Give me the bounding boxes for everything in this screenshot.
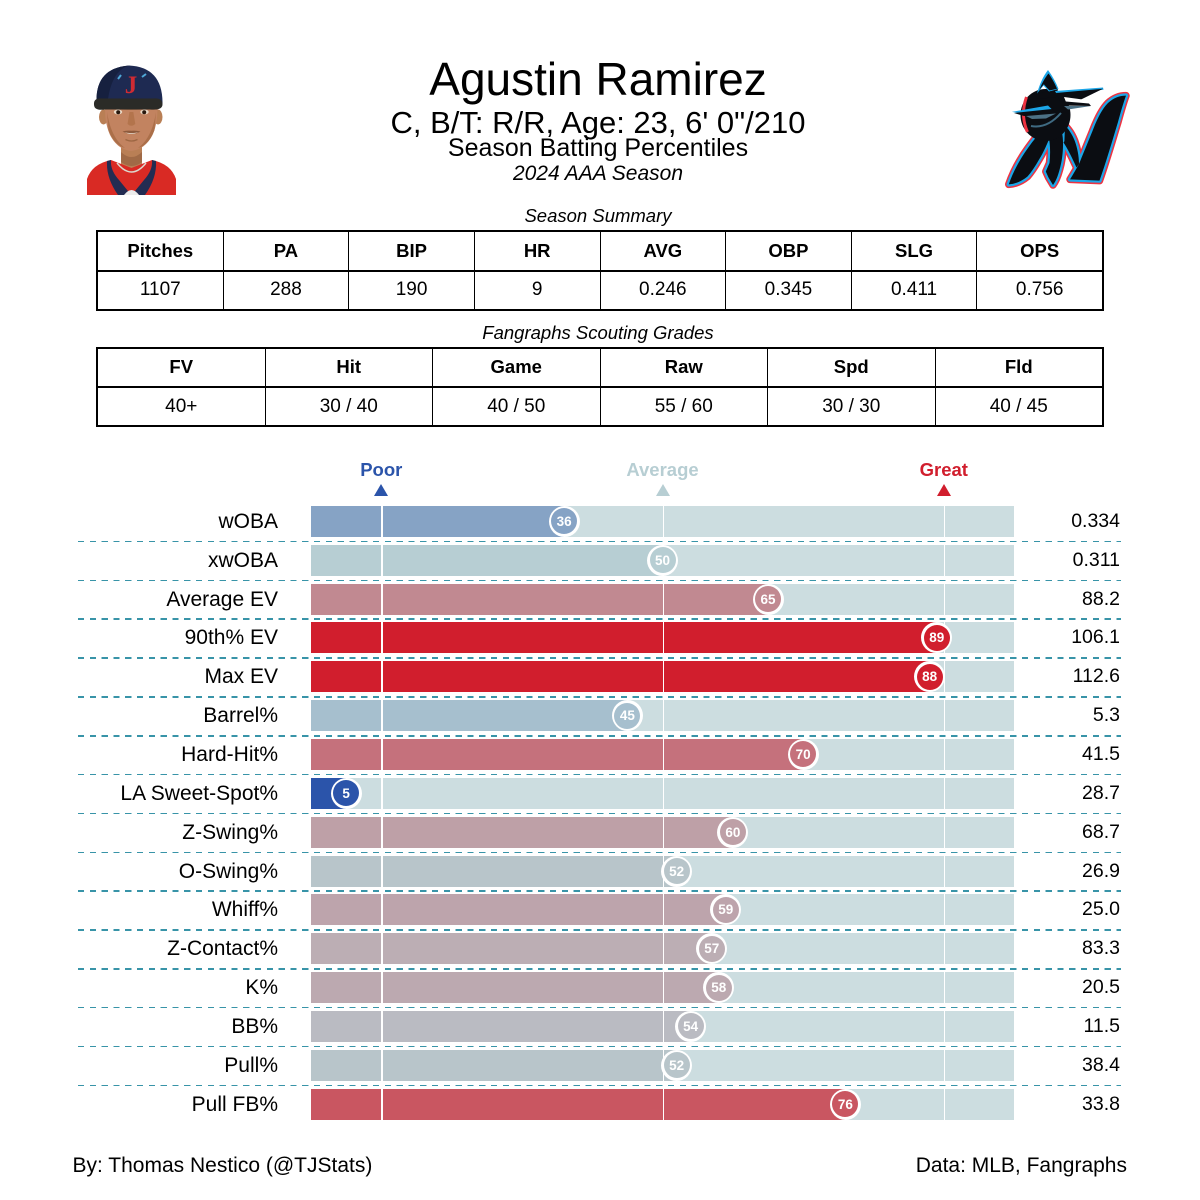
svg-text:J: J (125, 72, 138, 99)
